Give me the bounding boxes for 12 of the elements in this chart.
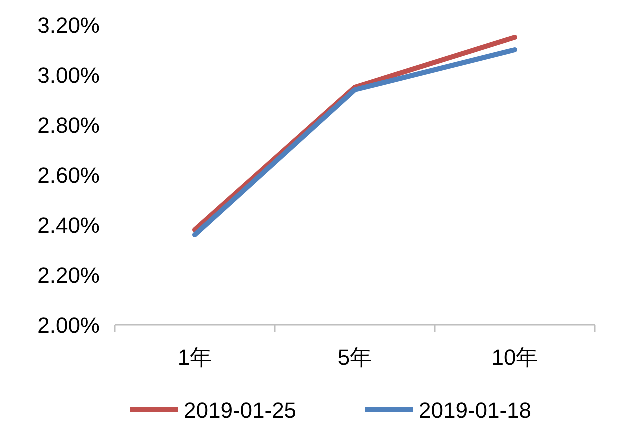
legend-label: 2019-01-18 <box>419 398 532 423</box>
y-tick-label: 3.00% <box>38 63 100 88</box>
legend-label: 2019-01-25 <box>184 398 297 423</box>
y-tick-label: 2.20% <box>38 263 100 288</box>
y-tick-label: 3.20% <box>38 13 100 38</box>
x-tick-label: 1年 <box>178 345 212 370</box>
x-tick-label: 10年 <box>492 345 538 370</box>
x-tick-label: 5年 <box>338 345 372 370</box>
y-tick-label: 2.60% <box>38 163 100 188</box>
y-tick-label: 2.00% <box>38 313 100 338</box>
y-tick-label: 2.80% <box>38 113 100 138</box>
y-tick-label: 2.40% <box>38 213 100 238</box>
